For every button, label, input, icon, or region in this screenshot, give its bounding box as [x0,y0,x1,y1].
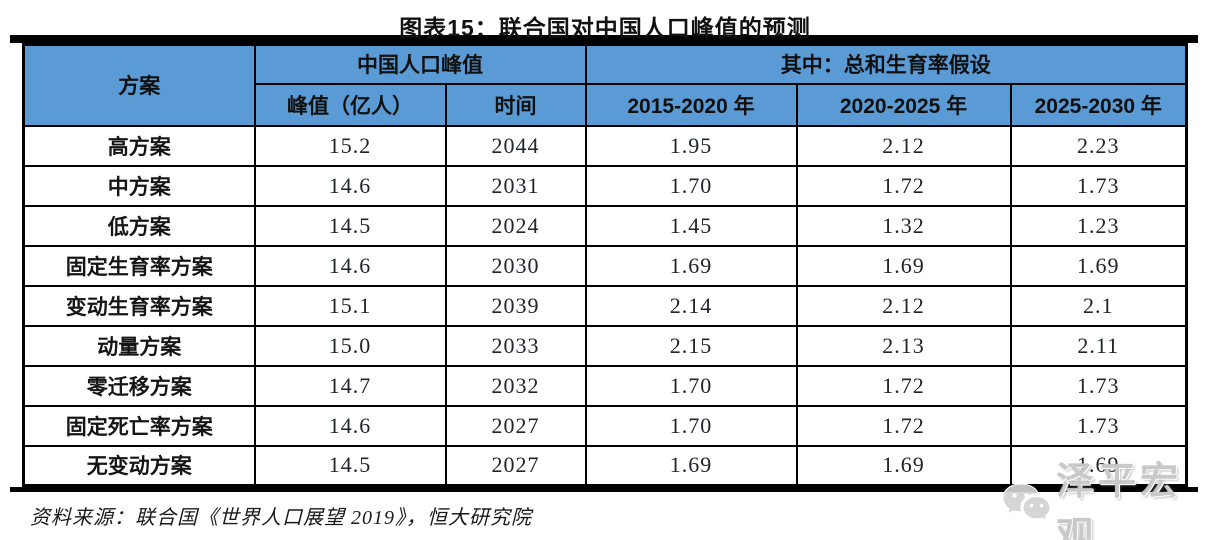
cell-tfr-2015-2020: 1.45 [584,204,798,247]
cell-tfr-2020-2025: 1.72 [795,364,1012,407]
cell-peak: 15.1 [253,284,447,327]
bottom-rule [10,487,1198,492]
cell-peak: 14.6 [253,244,447,287]
cell-tfr-2015-2020: 1.95 [584,124,798,167]
cell-scheme: 动量方案 [22,324,256,367]
cell-peak: 14.5 [253,444,447,487]
cell-tfr-2020-2025: 1.72 [795,404,1012,447]
cell-scheme: 低方案 [22,204,256,247]
cell-tfr-2020-2025: 1.72 [795,164,1012,207]
cell-tfr-2015-2020: 1.69 [584,444,798,487]
cell-tfr-2025-2030: 2.11 [1009,324,1188,367]
header-group-tfr-assumption: 其中：总和生育率假设 [584,43,1188,85]
cell-year: 2032 [444,364,587,407]
table-row: 高方案 15.2 2044 1.95 2.12 2.23 [22,124,1188,167]
cell-tfr-2015-2020: 1.70 [584,404,798,447]
cell-tfr-2025-2030: 1.69 [1009,444,1188,487]
cell-scheme: 高方案 [22,124,256,167]
cell-peak: 14.6 [253,164,447,207]
cell-peak: 15.0 [253,324,447,367]
header-scheme: 方案 [22,43,256,127]
figure-title: 图表15：联合国对中国人口峰值的预测 [399,15,811,41]
cell-scheme: 变动生育率方案 [22,284,256,327]
table-row: 低方案 14.5 2024 1.45 1.32 1.23 [22,204,1188,247]
cell-tfr-2020-2025: 1.69 [795,244,1012,287]
cell-tfr-2025-2030: 1.23 [1009,204,1188,247]
population-peak-table: 方案 中国人口峰值 其中：总和生育率假设 峰值（亿人） 时间 2015-2020… [22,43,1189,487]
top-rule [10,35,1198,43]
cell-scheme: 无变动方案 [22,444,256,487]
header-group-china-peak: 中国人口峰值 [253,43,587,85]
cell-tfr-2015-2020: 1.70 [584,164,798,207]
table-row: 固定生育率方案 14.6 2030 1.69 1.69 1.69 [22,244,1188,287]
table-row: 中方案 14.6 2031 1.70 1.72 1.73 [22,164,1188,207]
cell-year: 2039 [444,284,587,327]
cell-scheme: 固定生育率方案 [22,244,256,287]
cell-tfr-2020-2025: 2.13 [795,324,1012,367]
table-row: 动量方案 15.0 2033 2.15 2.13 2.11 [22,324,1188,367]
header-peak-value: 峰值（亿人） [253,82,447,127]
cell-tfr-2025-2030: 1.69 [1009,244,1188,287]
cell-year: 2024 [444,204,587,247]
table-row: 变动生育率方案 15.1 2039 2.14 2.12 2.1 [22,284,1188,327]
cell-year: 2030 [444,244,587,287]
cell-year: 2031 [444,164,587,207]
cell-scheme: 零迁移方案 [22,364,256,407]
cell-scheme: 固定死亡率方案 [22,404,256,447]
cell-tfr-2020-2025: 1.32 [795,204,1012,247]
table-body: 高方案 15.2 2044 1.95 2.12 2.23 中方案 14.6 20… [22,124,1188,487]
cell-tfr-2025-2030: 2.23 [1009,124,1188,167]
source-note: 资料来源：联合国《世界人口展望 2019》，恒大研究院 [30,507,532,529]
cell-tfr-2025-2030: 1.73 [1009,364,1188,407]
header-2015-2020: 2015-2020 年 [584,82,798,127]
cell-tfr-2020-2025: 2.12 [795,124,1012,167]
cell-tfr-2025-2030: 1.73 [1009,164,1188,207]
cell-peak: 14.5 [253,204,447,247]
table-row: 无变动方案 14.5 2027 1.69 1.69 1.69 [22,444,1188,487]
cell-year: 2027 [444,444,587,487]
cell-tfr-2020-2025: 2.12 [795,284,1012,327]
cell-tfr-2015-2020: 2.14 [584,284,798,327]
cell-year: 2033 [444,324,587,367]
cell-tfr-2020-2025: 1.69 [795,444,1012,487]
cell-year: 2027 [444,404,587,447]
cell-peak: 14.7 [253,364,447,407]
cell-tfr-2015-2020: 1.70 [584,364,798,407]
cell-peak: 14.6 [253,404,447,447]
table-row: 零迁移方案 14.7 2032 1.70 1.72 1.73 [22,364,1188,407]
table-header: 方案 中国人口峰值 其中：总和生育率假设 峰值（亿人） 时间 2015-2020… [22,43,1188,127]
cell-tfr-2025-2030: 2.1 [1009,284,1188,327]
cell-peak: 15.2 [253,124,447,167]
cell-tfr-2015-2020: 1.69 [584,244,798,287]
table-row: 固定死亡率方案 14.6 2027 1.70 1.72 1.73 [22,404,1188,447]
cell-tfr-2025-2030: 1.73 [1009,404,1188,447]
cell-scheme: 中方案 [22,164,256,207]
header-time: 时间 [444,82,587,127]
cell-tfr-2015-2020: 2.15 [584,324,798,367]
header-2025-2030: 2025-2030 年 [1009,82,1188,127]
header-2020-2025: 2020-2025 年 [795,82,1012,127]
cell-year: 2044 [444,124,587,167]
